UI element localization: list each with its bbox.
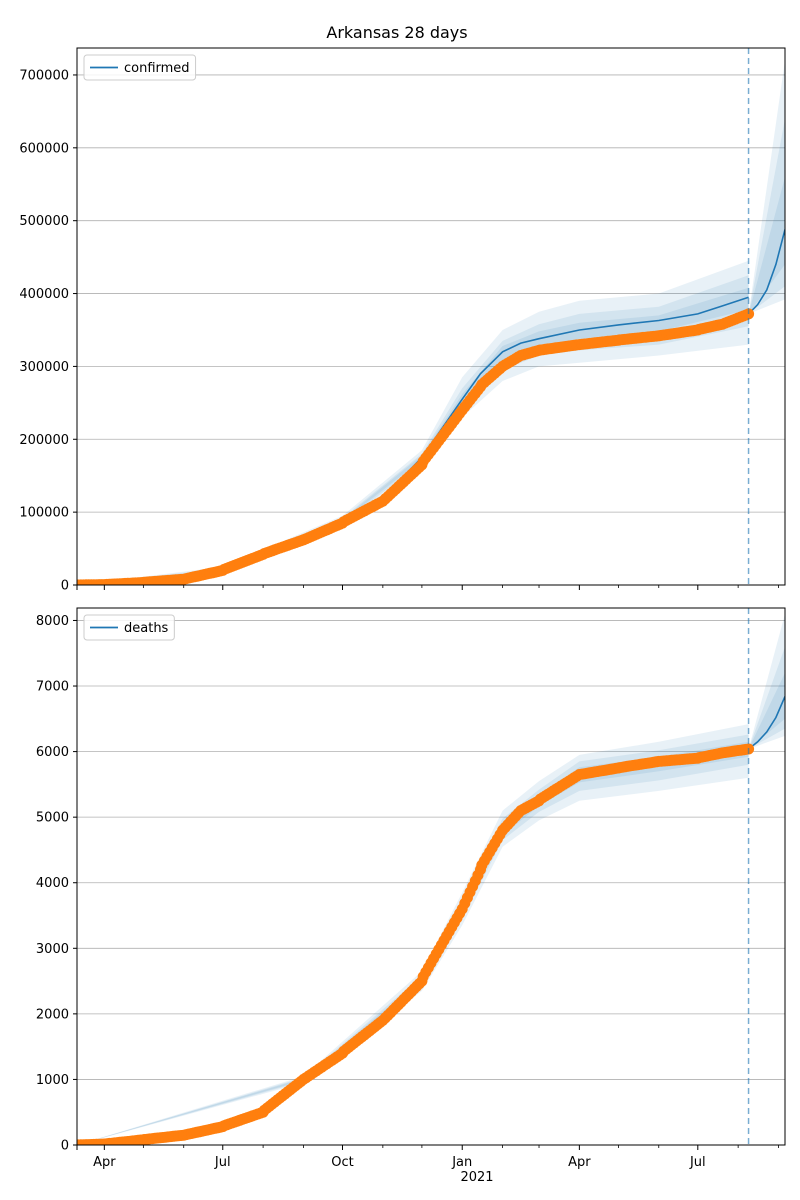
- x-tick-label: Apr: [568, 1155, 591, 1170]
- observed-series: [77, 308, 755, 585]
- confidence-band: [77, 724, 749, 1145]
- axes-frame: [76, 47, 786, 586]
- legend-label: deaths: [124, 621, 169, 636]
- fit-line: [77, 748, 749, 1145]
- y-tick-label: 6000: [36, 745, 69, 760]
- forecast-band: [748, 613, 785, 749]
- deaths-panel: 0 1000 2000 3000 4000 5000 6000 7000 8000 Apr Jul O…: [36, 607, 786, 1170]
- legend: confirmed: [83, 54, 197, 81]
- y-tick-label: 400000: [19, 287, 69, 302]
- forecast-band: [748, 672, 785, 749]
- y-tick-label: 8000: [36, 614, 69, 629]
- y-tick-label: 500000: [19, 214, 69, 229]
- forecast-band: [748, 646, 785, 749]
- x-tick-label: Jul: [214, 1155, 231, 1170]
- y-tick-label: 0: [61, 1139, 69, 1154]
- y-tick-label: 600000: [19, 141, 69, 156]
- x-tick-label: Jul: [689, 1155, 706, 1170]
- axes-frame: [76, 607, 786, 1146]
- confidence-band: [77, 734, 749, 1145]
- confidence-band: [77, 275, 749, 585]
- legend-box: [83, 54, 197, 81]
- y-tick-label: 300000: [19, 360, 69, 375]
- y-tick-label: 0: [61, 579, 69, 594]
- x-tick-label: Oct: [331, 1155, 353, 1170]
- confidence-band: [77, 741, 749, 1145]
- y-tick-label: 2000: [36, 1007, 69, 1022]
- x-tick-label: Apr: [93, 1155, 116, 1170]
- legend-box: [83, 614, 175, 641]
- legend: deaths: [83, 614, 175, 641]
- x-tick-label: Jan: [451, 1155, 472, 1170]
- forecast-band: [748, 177, 785, 314]
- gridlines: [77, 620, 785, 1080]
- y-tick-label: 100000: [19, 506, 69, 521]
- legend-label: confirmed: [124, 61, 190, 76]
- chart-title: Arkansas 28 days: [326, 23, 467, 42]
- y-tick-label: 1000: [36, 1073, 69, 1088]
- x-year-label: 2021: [460, 1170, 493, 1185]
- forecast-band: [748, 60, 785, 314]
- y-tick-label: 7000: [36, 680, 69, 695]
- y-tick-label: 200000: [19, 433, 69, 448]
- y-tick-label: 5000: [36, 811, 69, 826]
- y-tick-label: 3000: [36, 942, 69, 957]
- forecast-line: [748, 696, 785, 750]
- observed-series: [77, 743, 755, 1145]
- y-tick-label: 700000: [19, 68, 69, 83]
- forecast-line: [748, 229, 785, 315]
- y-tick-label: 4000: [36, 876, 69, 891]
- confirmed-panel: 0 100000 200000 300000 400000 500000 600000 700…: [19, 47, 786, 594]
